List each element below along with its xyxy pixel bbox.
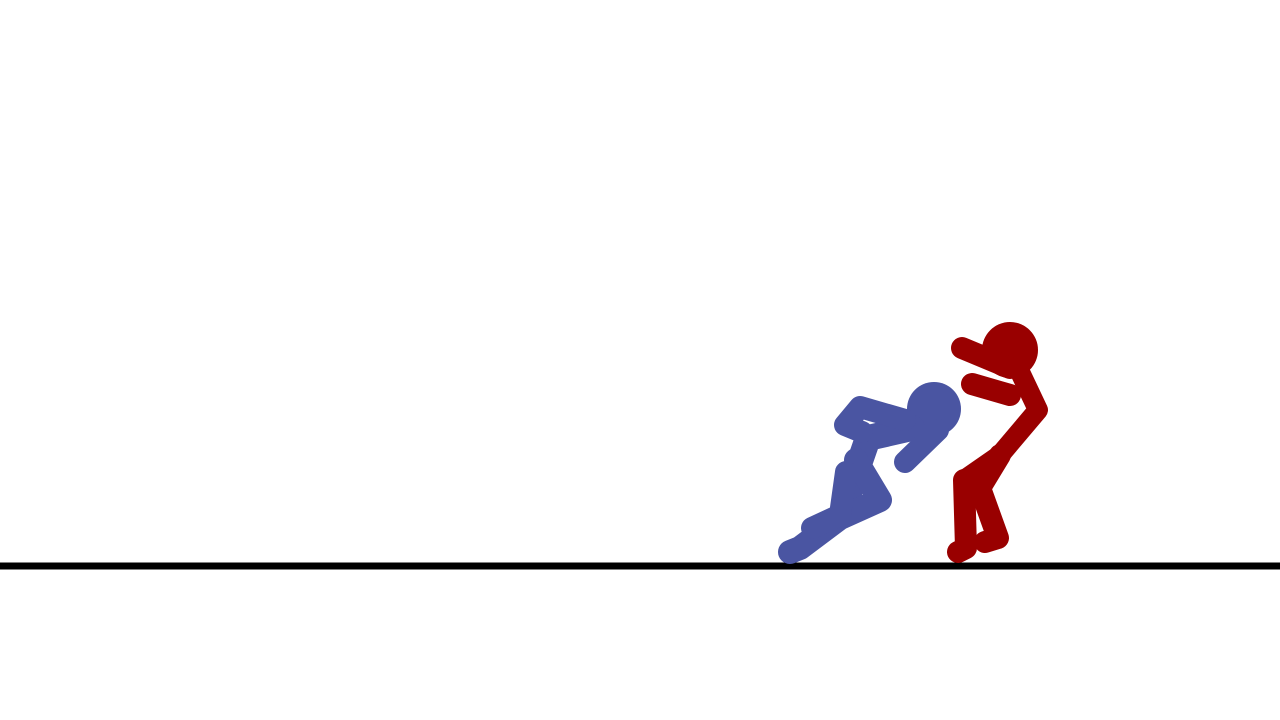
red-fighter-back-leg [947, 469, 977, 563]
red-fighter-front-leg [969, 444, 1011, 553]
red-fighter-lower-arm [961, 373, 1021, 406]
blue-fighter-front-arm [894, 419, 949, 473]
red-stick-fighter [947, 322, 1048, 563]
blue-stick-fighter [778, 382, 961, 564]
blue-fighter-back-leg [801, 461, 857, 539]
blue-fighter-back-arm [834, 396, 916, 443]
red-fighter-upper-arm [951, 337, 1021, 379]
